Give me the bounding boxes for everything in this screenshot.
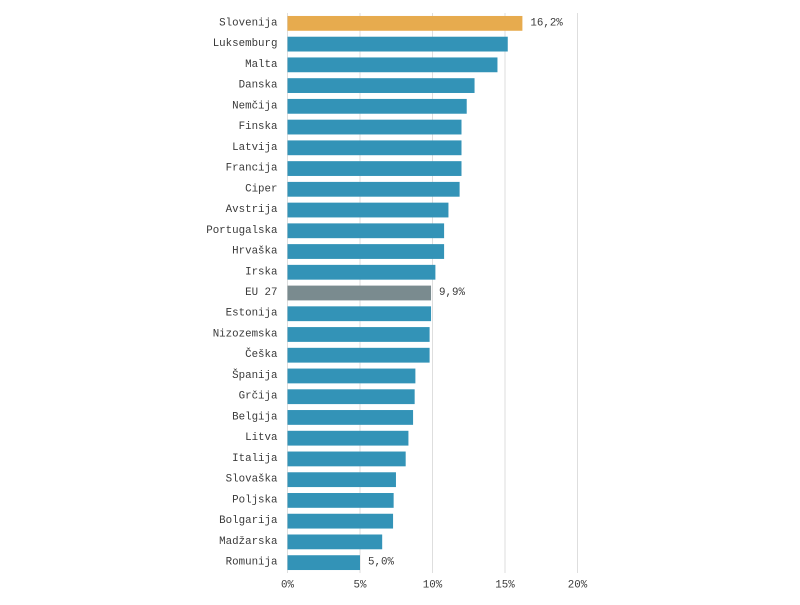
svg-text:Nizozemska: Nizozemska (213, 328, 278, 340)
svg-text:Hrvaška: Hrvaška (232, 246, 278, 258)
svg-text:5,0%: 5,0% (368, 557, 394, 569)
svg-text:Slovenija: Slovenija (219, 17, 278, 29)
svg-text:Francija: Francija (226, 163, 278, 175)
svg-text:10%: 10% (423, 580, 443, 592)
svg-text:Belgija: Belgija (232, 411, 278, 423)
svg-text:Španija: Španija (232, 368, 278, 382)
svg-text:9,9%: 9,9% (439, 287, 465, 299)
svg-text:Finska: Finska (239, 121, 278, 133)
svg-text:Malta: Malta (245, 59, 278, 71)
svg-text:15%: 15% (495, 580, 515, 592)
svg-text:Ciper: Ciper (245, 183, 277, 195)
svg-text:Luksemburg: Luksemburg (213, 38, 278, 50)
svg-text:Madžarska: Madžarska (219, 536, 278, 548)
svg-text:Latvija: Latvija (232, 142, 278, 154)
svg-text:Estonija: Estonija (226, 308, 278, 320)
svg-text:Portugalska: Portugalska (206, 225, 278, 237)
svg-text:EU 27: EU 27 (245, 287, 277, 299)
svg-text:5%: 5% (354, 580, 367, 592)
svg-text:Romunija: Romunija (226, 557, 278, 569)
svg-text:Slovaška: Slovaška (226, 474, 278, 486)
svg-text:Grčija: Grčija (239, 391, 278, 403)
svg-text:Nemčija: Nemčija (232, 100, 278, 112)
svg-text:Češka: Češka (245, 347, 278, 361)
svg-text:Poljska: Poljska (232, 494, 278, 506)
svg-text:Danska: Danska (239, 80, 278, 92)
svg-text:Italija: Italija (232, 453, 278, 465)
svg-text:16,2%: 16,2% (530, 17, 563, 29)
svg-text:Irska: Irska (245, 266, 278, 278)
svg-text:Bolgarija: Bolgarija (219, 515, 278, 527)
svg-text:20%: 20% (568, 580, 588, 592)
svg-text:0%: 0% (281, 580, 294, 592)
svg-text:Avstrija: Avstrija (226, 204, 278, 216)
svg-text:Litva: Litva (245, 432, 278, 444)
